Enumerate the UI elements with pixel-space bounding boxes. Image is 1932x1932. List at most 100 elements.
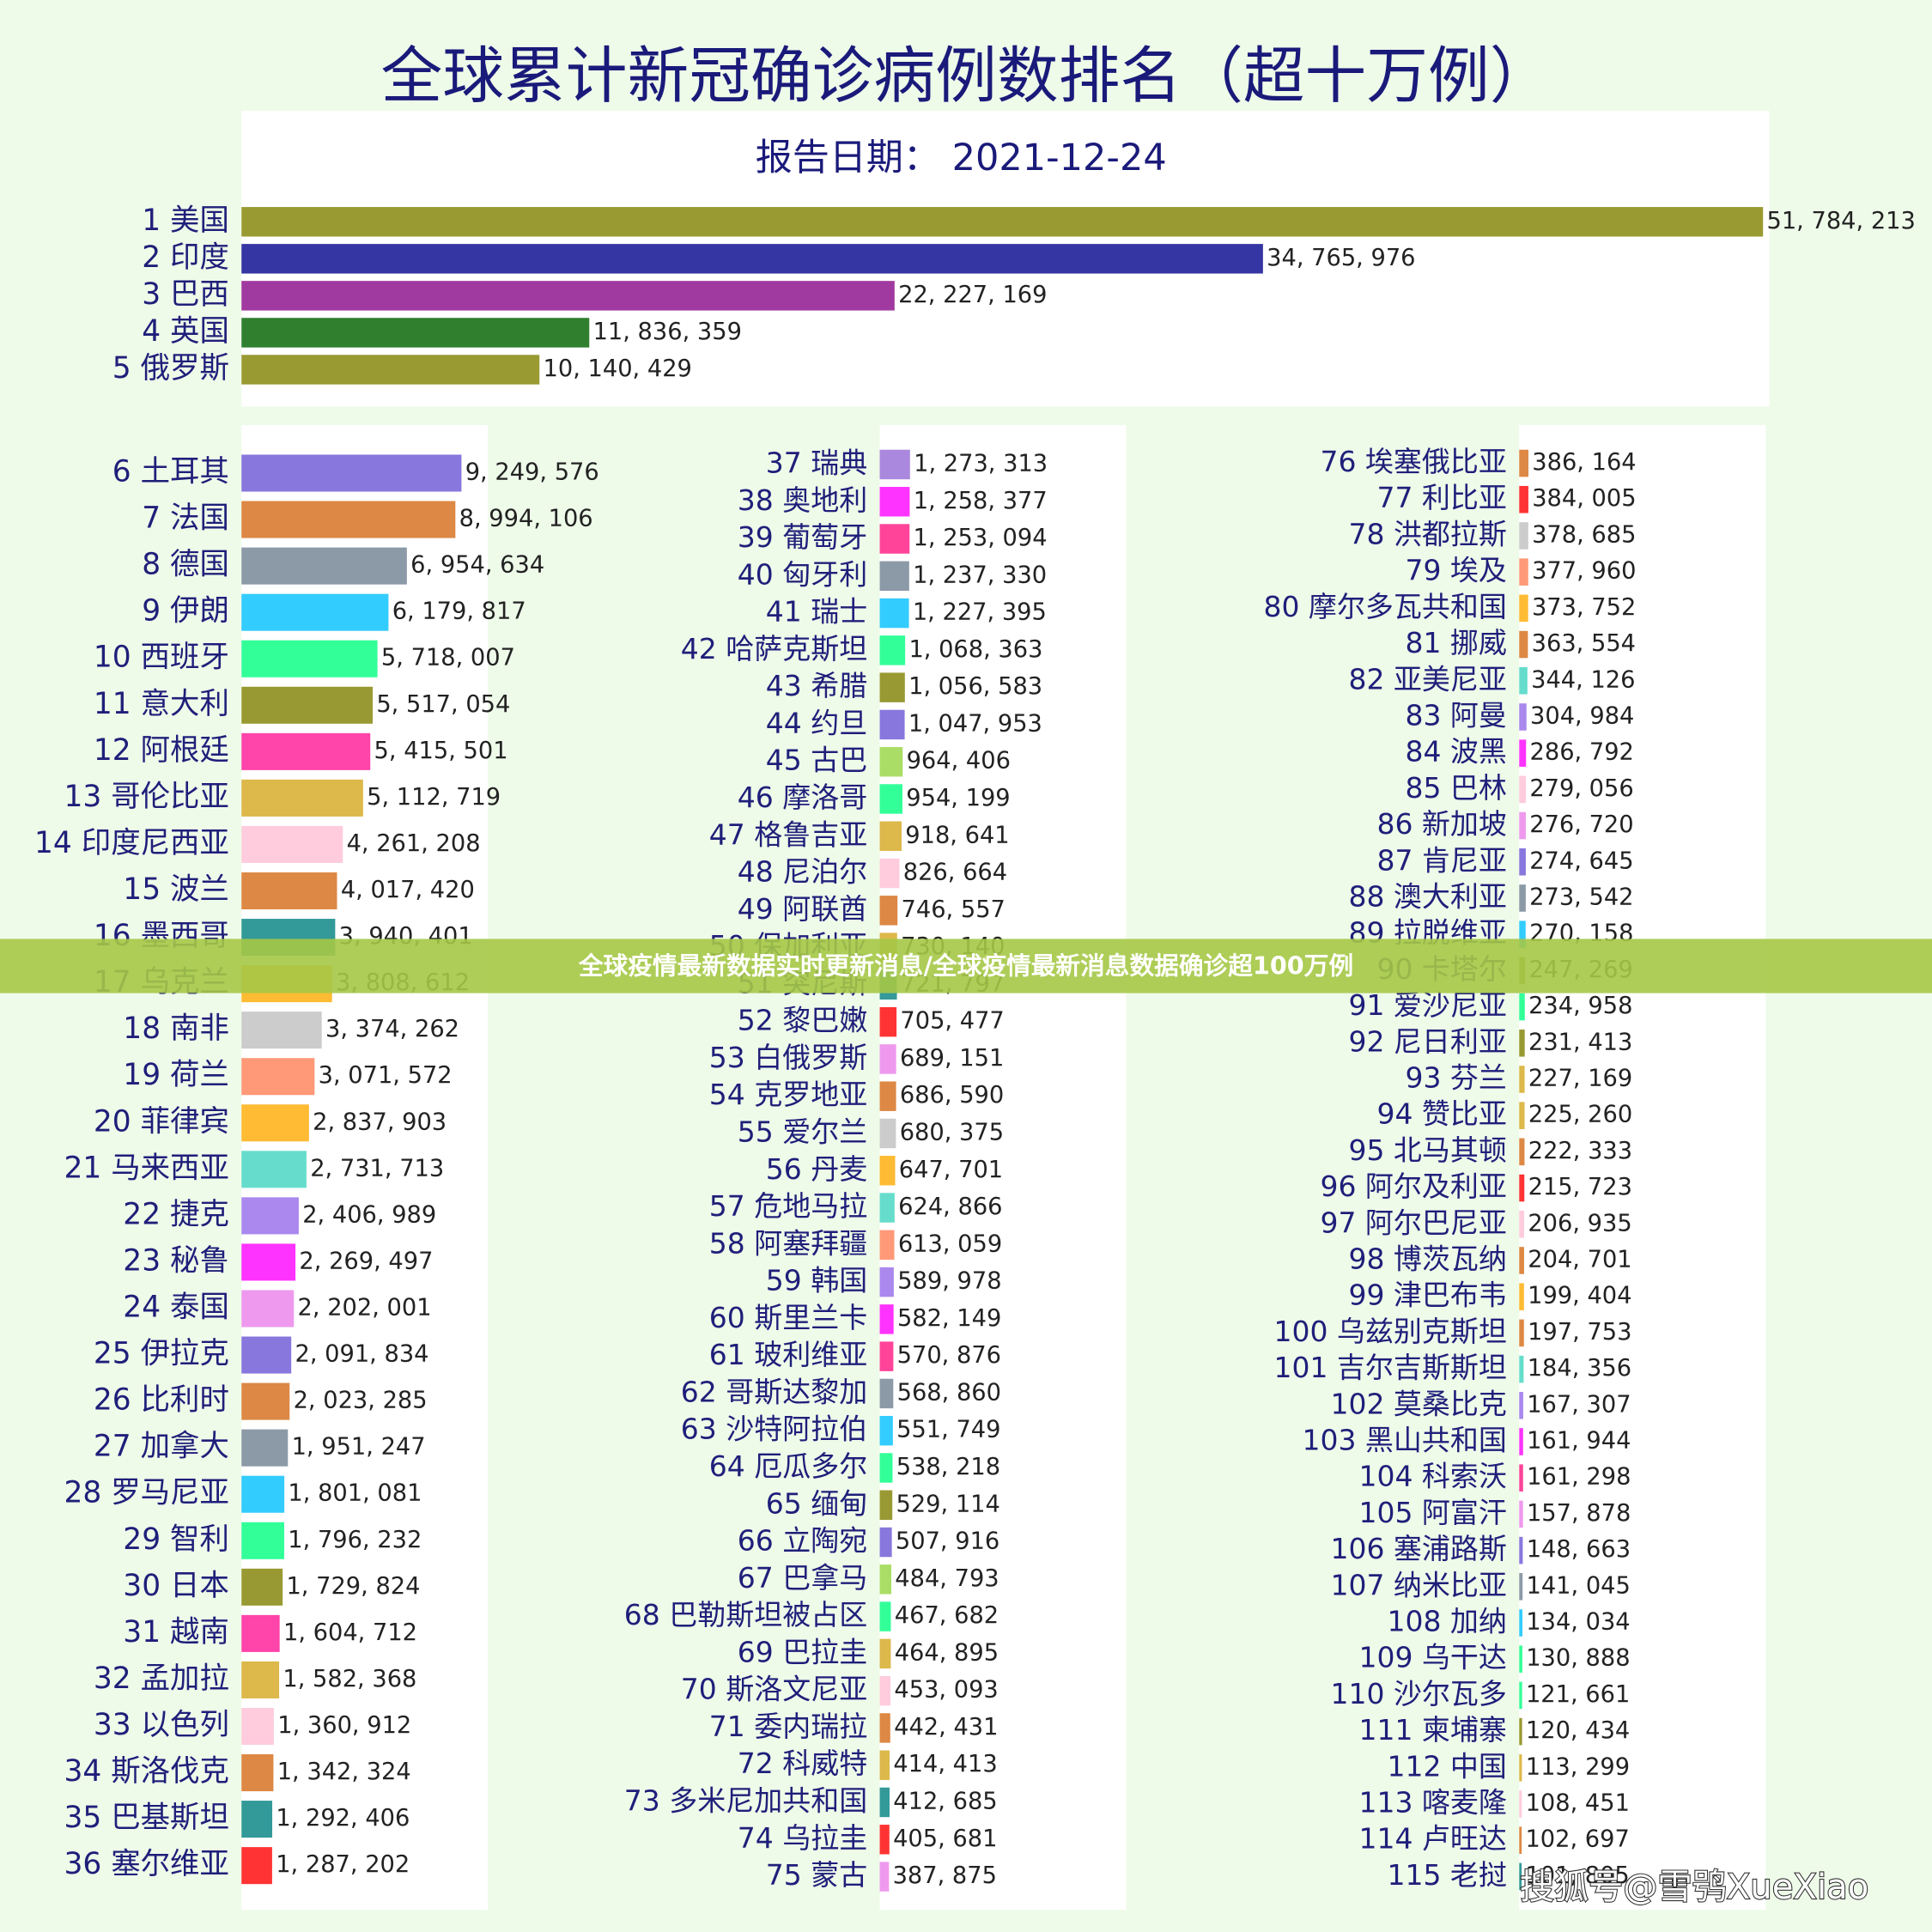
bar <box>1519 1319 1524 1347</box>
value-label: 274, 645 <box>1529 848 1633 874</box>
value-label: 954, 199 <box>906 785 1010 811</box>
category-label: 47 格鲁吉亚 <box>709 817 867 851</box>
bar <box>879 1193 895 1223</box>
value-label: 551, 749 <box>896 1417 1000 1443</box>
value-label: 624, 866 <box>898 1194 1002 1220</box>
bar <box>1519 1138 1525 1166</box>
value-label: 746, 557 <box>902 896 1005 923</box>
bar <box>879 672 905 702</box>
value-label: 1, 227, 395 <box>913 599 1047 626</box>
category-label: 59 韩国 <box>766 1264 867 1297</box>
value-label: 1, 951, 247 <box>292 1434 426 1461</box>
bar <box>241 593 389 631</box>
category-label: 25 伊拉克 <box>94 1337 229 1371</box>
bar <box>879 524 910 554</box>
banner-text: 全球疫情最新数据实时更新消息/全球疫情最新消息数据确诊超100万例 <box>578 951 1353 980</box>
bar <box>879 709 905 740</box>
category-label: 115 老挝 <box>1387 1858 1506 1892</box>
bar <box>879 1601 891 1631</box>
value-label: 442, 431 <box>894 1714 998 1741</box>
value-label: 225, 260 <box>1528 1102 1632 1128</box>
value-label: 206, 935 <box>1528 1210 1631 1236</box>
category-label: 114 卢旺达 <box>1358 1822 1506 1856</box>
banner-bar <box>0 939 1932 993</box>
category-label: 42 哈萨克斯坦 <box>681 632 867 665</box>
bar <box>879 1156 896 1186</box>
value-label: 222, 333 <box>1528 1138 1632 1164</box>
value-label: 157, 878 <box>1527 1500 1631 1527</box>
value-label: 568, 860 <box>897 1379 1001 1406</box>
value-label: 120, 434 <box>1526 1717 1630 1744</box>
category-label: 39 葡萄牙 <box>738 520 867 554</box>
value-label: 2, 731, 713 <box>310 1155 444 1182</box>
category-label: 34 斯洛伐克 <box>64 1754 228 1789</box>
value-label: 101, 805 <box>1525 1862 1629 1889</box>
bar <box>241 1614 280 1652</box>
value-label: 467, 682 <box>895 1602 999 1629</box>
bar <box>1519 1428 1523 1455</box>
bar <box>1519 485 1528 513</box>
bar <box>879 1787 890 1818</box>
value-label: 204, 701 <box>1528 1246 1631 1273</box>
value-label: 215, 723 <box>1528 1174 1632 1200</box>
category-label: 38 奥地利 <box>738 483 867 517</box>
category-label: 105 阿富汗 <box>1358 1496 1506 1529</box>
value-label: 1, 287, 202 <box>276 1851 410 1878</box>
bar <box>1519 1464 1523 1492</box>
value-label: 148, 663 <box>1527 1536 1631 1563</box>
category-label: 88 澳大利亚 <box>1348 879 1506 913</box>
category-label: 84 波黑 <box>1405 735 1506 769</box>
bar <box>1519 594 1528 623</box>
bar <box>879 561 909 592</box>
bar <box>879 1862 890 1892</box>
category-label: 33 以色列 <box>94 1708 229 1742</box>
value-label: 1, 258, 377 <box>914 488 1048 514</box>
category-label: 112 中国 <box>1387 1749 1506 1783</box>
value-label: 273, 542 <box>1529 884 1633 910</box>
value-label: 11, 836, 359 <box>593 319 742 345</box>
value-label: 5, 517, 054 <box>376 691 510 718</box>
category-label: 48 尼泊尔 <box>738 855 867 889</box>
bar <box>241 1197 299 1235</box>
bar <box>241 1429 289 1467</box>
value-label: 184, 356 <box>1528 1355 1631 1382</box>
value-label: 4, 017, 420 <box>341 877 475 903</box>
value-label: 1, 253, 094 <box>914 525 1048 551</box>
category-label: 46 摩洛哥 <box>738 781 867 814</box>
category-label: 75 蒙古 <box>766 1858 867 1892</box>
bar <box>241 547 407 585</box>
category-label: 10 西班牙 <box>94 641 229 675</box>
bar <box>241 1707 274 1746</box>
category-label: 108 加纳 <box>1387 1604 1506 1637</box>
bar <box>1519 522 1528 550</box>
value-label: 102, 697 <box>1525 1826 1629 1853</box>
category-label: 111 柬埔寨 <box>1358 1713 1506 1747</box>
bar <box>241 1801 273 1838</box>
value-label: 2, 091, 834 <box>295 1341 428 1368</box>
bar <box>879 1564 891 1595</box>
value-label: 227, 169 <box>1528 1065 1632 1091</box>
bar <box>879 858 900 889</box>
category-label: 13 哥伦比亚 <box>64 780 228 814</box>
bar <box>241 1290 295 1327</box>
category-label: 93 芬兰 <box>1405 1060 1506 1094</box>
bar <box>241 1475 285 1513</box>
category-label: 36 塞尔维亚 <box>64 1847 228 1881</box>
value-label: 1, 360, 912 <box>277 1712 411 1739</box>
value-label: 647, 701 <box>899 1157 1003 1183</box>
value-label: 141, 045 <box>1527 1572 1631 1599</box>
category-label: 95 北马其顿 <box>1348 1133 1506 1167</box>
bar <box>879 1675 891 1706</box>
value-label: 1, 068, 363 <box>908 636 1042 663</box>
value-label: 6, 954, 634 <box>410 552 544 579</box>
category-label: 63 沙特阿拉伯 <box>681 1413 867 1446</box>
category-label: 41 瑞士 <box>766 595 867 629</box>
category-label: 103 黑山共和国 <box>1302 1423 1506 1456</box>
bar <box>879 896 898 926</box>
bar <box>879 1230 895 1261</box>
bar <box>241 779 363 817</box>
bar <box>1519 1247 1524 1274</box>
bar <box>241 732 371 770</box>
bar <box>1519 1717 1522 1746</box>
